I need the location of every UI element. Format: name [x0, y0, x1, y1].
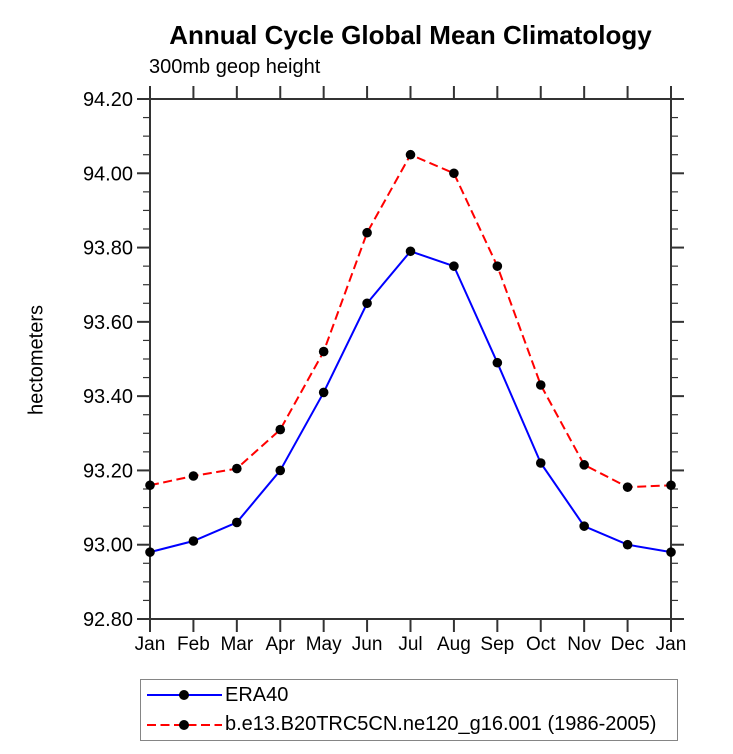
- model-line-sample-icon: [147, 719, 222, 730]
- chart-title: Annual Cycle Global Mean Climatology: [169, 20, 652, 50]
- series-markers-1: [145, 149, 676, 492]
- x-tick-label: Apr: [265, 634, 295, 655]
- y-axis: 92.80 93.00 93.20 93.40 93.60 93.80 94.00 94.20: [83, 89, 684, 631]
- x-tick-label: Dec: [611, 634, 645, 655]
- y-tick-label: 94.00: [83, 163, 133, 185]
- legend: ERA40 b.e13.B20TRC5CN.ne120_g16.001 (198…: [140, 679, 678, 741]
- x-tick-label: Nov: [567, 634, 601, 655]
- legend-label-era40: ERA40: [225, 683, 289, 706]
- x-tick-label: Sep: [480, 634, 514, 655]
- y-tick-label: 93.80: [83, 238, 133, 260]
- y-tick-label: 92.80: [83, 609, 133, 631]
- x-tick-label: Feb: [177, 634, 210, 655]
- x-tick-label: Aug: [437, 634, 471, 655]
- x-tick-label: Jul: [398, 634, 422, 655]
- series-line-0: [149, 250, 672, 554]
- y-tick-label: 93.00: [83, 535, 133, 557]
- x-tick-label: Mar: [220, 634, 253, 655]
- chart-subtitle: 300mb geop height: [149, 56, 321, 78]
- series-markers-0: [145, 246, 676, 557]
- x-tick-label: Jun: [352, 634, 383, 655]
- x-tick-label: May: [306, 634, 342, 655]
- legend-label-model: b.e13.B20TRC5CN.ne120_g16.001 (1986-2005…: [225, 713, 657, 736]
- x-tick-label: Oct: [526, 634, 556, 655]
- y-tick-label: 94.20: [83, 89, 133, 111]
- y-tick-label: 93.40: [83, 386, 133, 408]
- era40-line-sample-icon: [147, 690, 222, 701]
- y-tick-label: 93.20: [83, 460, 133, 482]
- x-axis: Jan Feb Mar Apr May Jun Jul Aug Sep Oct Nov Dec Jan: [135, 86, 687, 655]
- x-tick-label: Jan: [656, 634, 687, 655]
- plot-frame: [149, 98, 672, 620]
- series-line-1: [149, 153, 672, 489]
- y-tick-label: 93.60: [83, 312, 133, 334]
- legend-item-era40: ERA40: [144, 681, 677, 709]
- legend-item-model: b.e13.B20TRC5CN.ne120_g16.001 (1986-2005…: [144, 711, 677, 739]
- x-tick-label: Jan: [135, 634, 166, 655]
